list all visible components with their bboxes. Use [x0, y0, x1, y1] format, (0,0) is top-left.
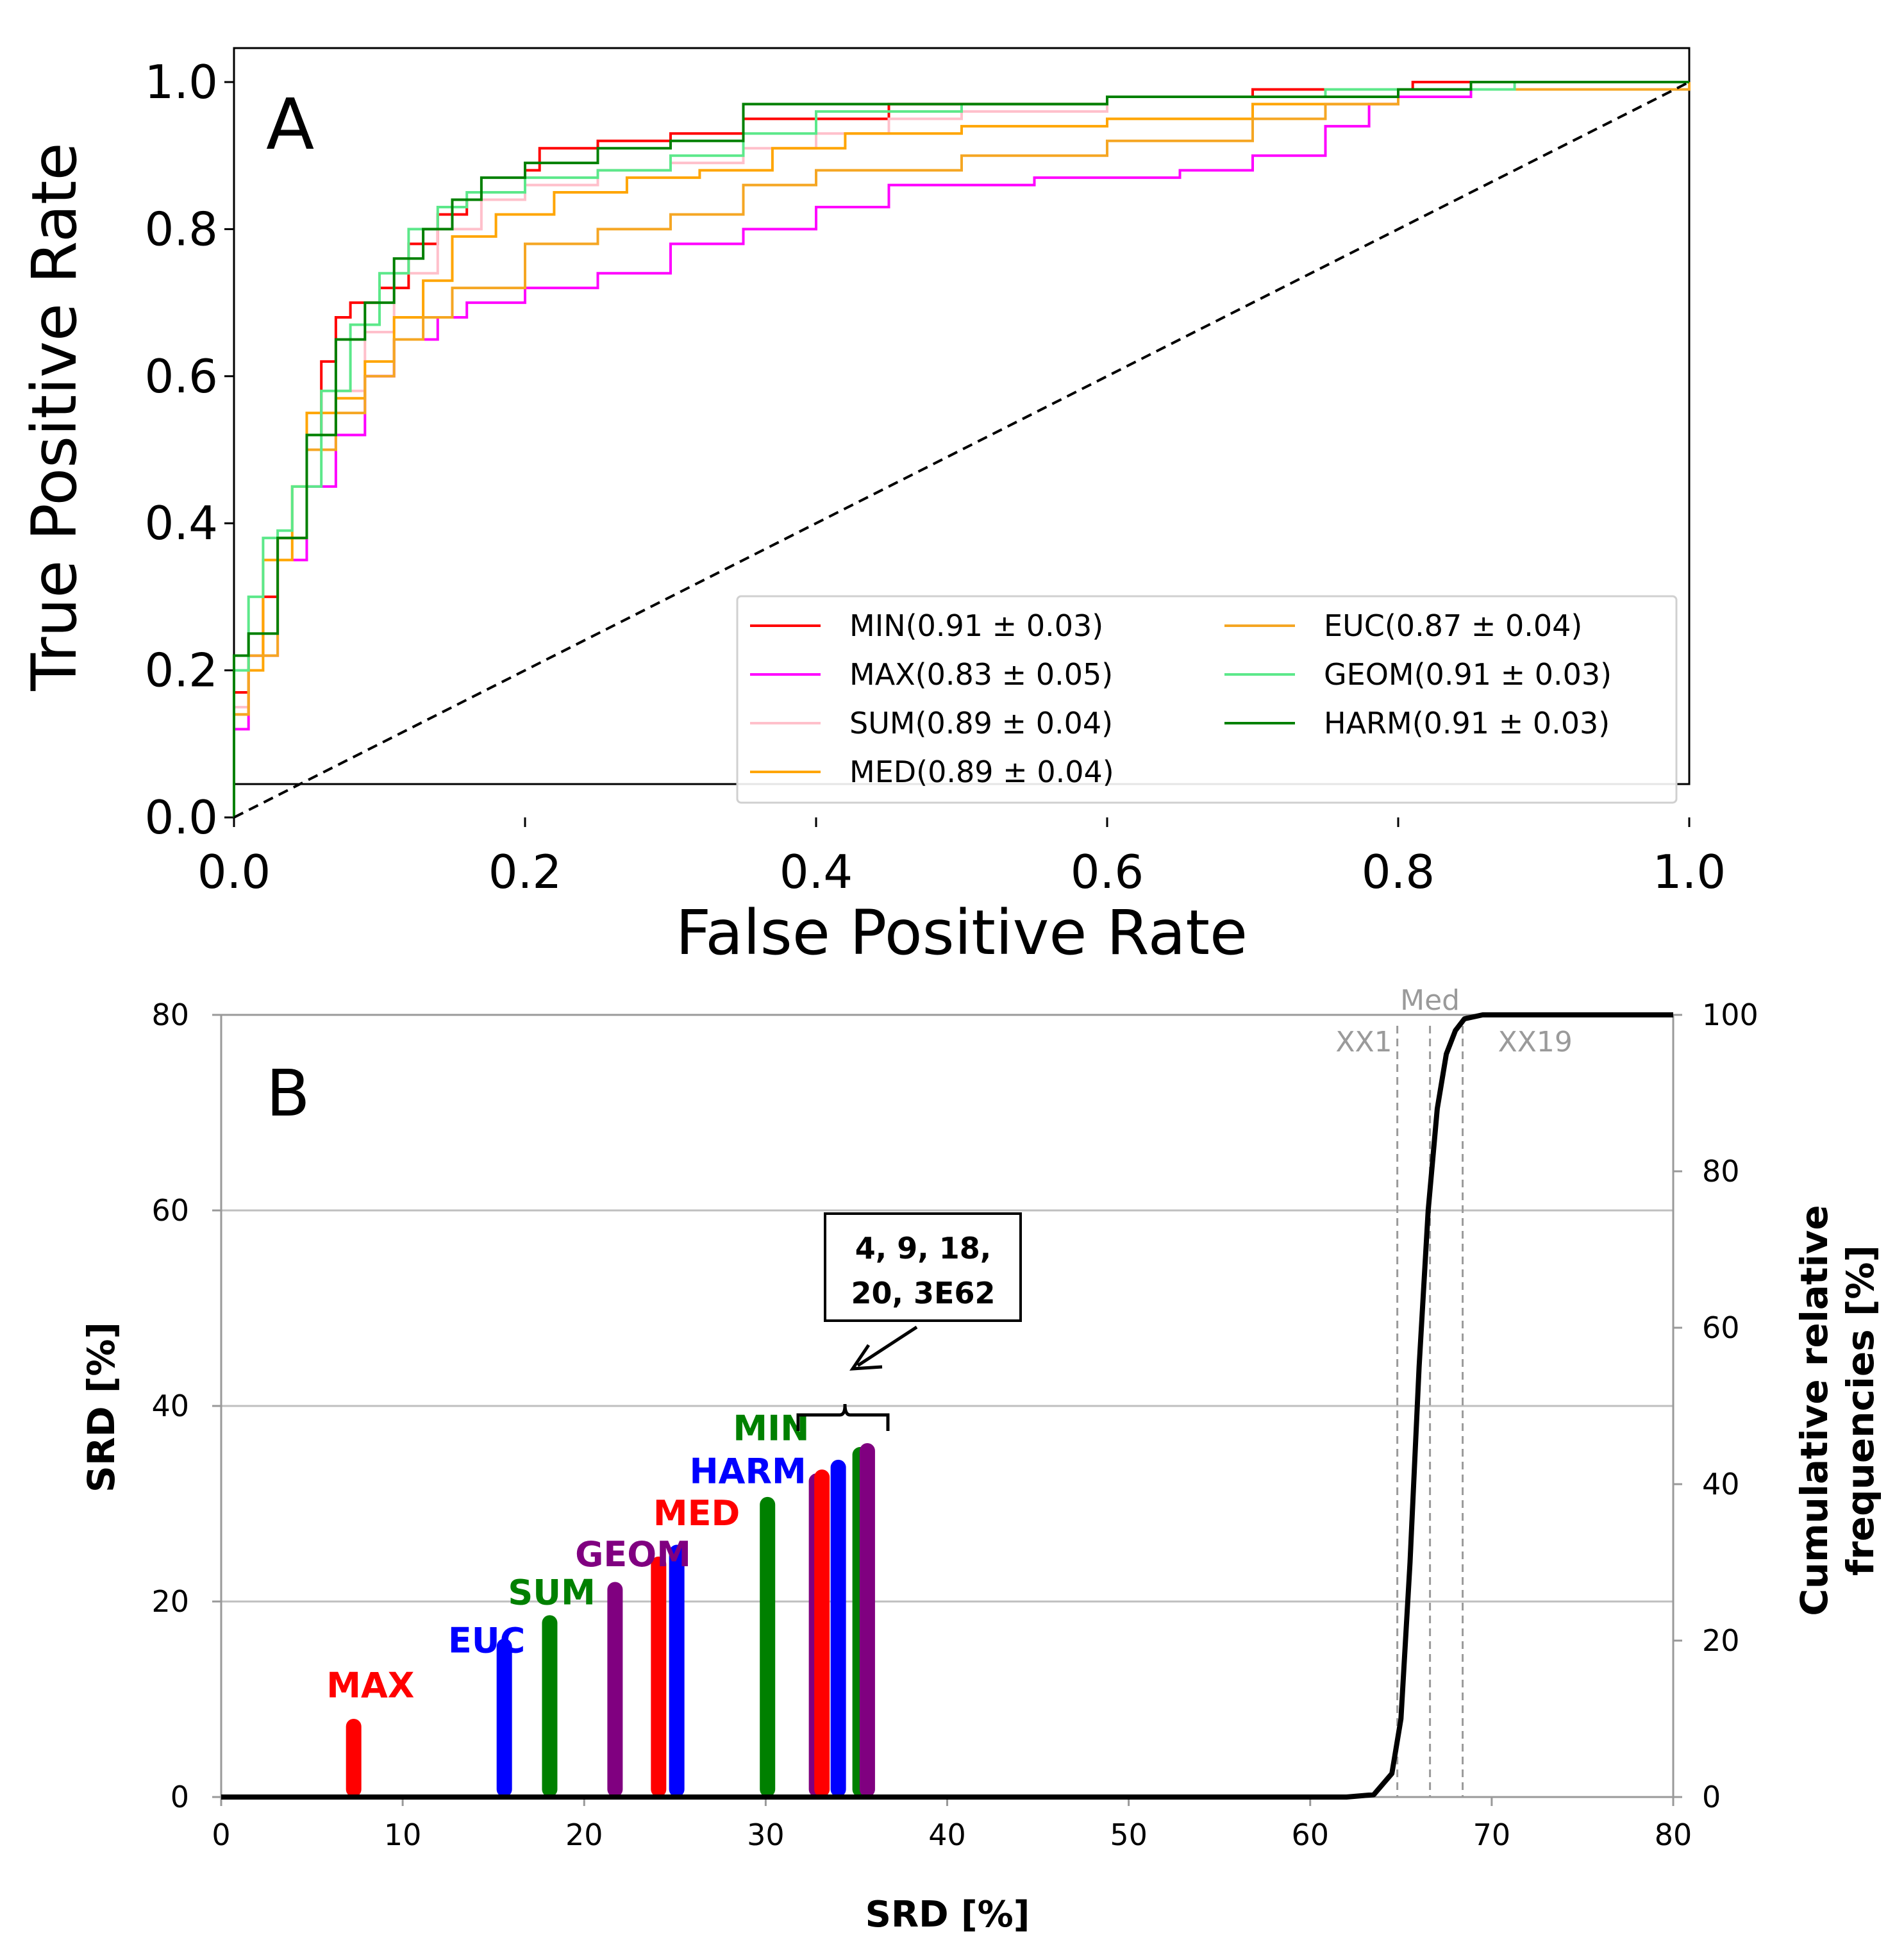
roc-x-axis-label: False Positive Rate [676, 897, 1248, 969]
srd-bar [669, 1544, 685, 1797]
callout: 4, 9, 18, 20, 3E62 [796, 1212, 1022, 1431]
srd-bar [859, 1442, 875, 1797]
srd-y-tick-label-left: 60 [151, 1193, 189, 1228]
srd-bar [830, 1459, 846, 1797]
roc-x-tick-label: 0.0 [197, 845, 271, 899]
srd-y-tick-label-right: 20 [1702, 1623, 1740, 1658]
panel-a-letter: A [266, 83, 314, 165]
srd-x-tick-label: 10 [384, 1818, 422, 1852]
roc-curves [233, 81, 1691, 819]
srd-y-tick-label-right: 100 [1702, 998, 1758, 1032]
legend-entry-med: MED(0.89 ± 0.04) [849, 755, 1114, 789]
group-brace [796, 1403, 890, 1431]
srd-bar [814, 1469, 830, 1797]
srd-bar [496, 1638, 512, 1797]
roc-x-tick-label: 1.0 [1653, 845, 1726, 899]
roc-ticks: 0.00.0 0.2 0.2 0.4 0.4 0.6 0.6 0.8 0.8 1.0 1.0 [144, 55, 1726, 899]
srd-reference-label: Med [1400, 984, 1460, 1017]
srd-x-tick-label: 20 [565, 1818, 603, 1852]
srd-bar [651, 1556, 667, 1797]
srd-y-tick-label-right: 60 [1702, 1310, 1740, 1345]
srd-bar [760, 1496, 776, 1797]
srd-y-axis-label-left: SRD [%] [79, 1322, 123, 1493]
roc-y-tick-label: 0.0 [144, 790, 218, 844]
srd-x-tick-label: 60 [1291, 1818, 1329, 1852]
srd-bar-label-sum: SUM [508, 1573, 595, 1613]
legend-entry-min: MIN(0.91 ± 0.03) [849, 608, 1103, 643]
roc-chart: 0.00.0 0.2 0.2 0.4 0.4 0.6 0.6 0.8 0.8 1.0 1.0 A F… [19, 47, 1726, 969]
legend-box [736, 595, 1678, 804]
srd-gridlines [221, 1209, 1673, 1603]
roc-x-tick-label: 0.4 [780, 845, 853, 899]
srd-y-tick-label-right: 80 [1702, 1154, 1740, 1189]
srd-y-axis-label-right-1: Cumulative relative [1792, 1205, 1836, 1616]
srd-y-tick-label-right: 0 [1702, 1780, 1721, 1814]
callout-box [824, 1212, 1022, 1322]
srd-bar [607, 1582, 623, 1797]
legend-entry-sum: SUM(0.89 ± 0.04) [849, 706, 1113, 740]
roc-curve-harm [233, 81, 1689, 817]
srd-x-tick-label: 30 [747, 1818, 785, 1852]
srd-x-tick-label: 0 [212, 1818, 230, 1852]
srd-reference-label: XX1 [1335, 1026, 1392, 1058]
roc-y-tick-label: 0.8 [144, 202, 218, 256]
srd-reference-label: XX19 [1498, 1026, 1573, 1058]
srd-y-tick-label-left: 40 [151, 1389, 189, 1423]
srd-cumulative-curve [221, 1012, 1673, 1800]
panel-b-letter: B [266, 1056, 310, 1131]
srd-x-axis-label: SRD [%] [865, 1894, 1030, 1936]
callout-line-2: 20, 3E62 [851, 1276, 996, 1310]
srd-bar-label-max: MAX [326, 1665, 414, 1705]
srd-bar [542, 1615, 558, 1797]
legend-entry-euc: EUC(0.87 ± 0.04) [1324, 608, 1582, 643]
roc-y-axis-label: True Positive Rate [19, 142, 90, 691]
roc-x-tick-label: 0.8 [1362, 845, 1435, 899]
roc-chance-line [233, 81, 1690, 819]
legend-entry-harm: HARM(0.91 ± 0.03) [1324, 706, 1610, 740]
roc-y-tick-label: 0.2 [144, 644, 218, 698]
roc-x-tick-label: 0.6 [1071, 845, 1144, 899]
callout-arrow [856, 1325, 918, 1367]
srd-cumulative-line [221, 1012, 1673, 1800]
callout-arrow-head [849, 1344, 883, 1371]
srd-chart: 0 10 20 30 40 50 60 70 80 0 20 40 60 80 0 20 40 60 80 100 M… [79, 984, 1882, 1936]
legend-entry-geom: GEOM(0.91 ± 0.03) [1324, 657, 1612, 692]
srd-bar [346, 1719, 362, 1797]
legend-entry-max: MAX(0.83 ± 0.05) [849, 657, 1113, 692]
srd-bar-label-harm: HARM [689, 1451, 806, 1491]
srd-bar-label-med: MED [653, 1493, 740, 1534]
roc-legend: MIN(0.91 ± 0.03) MAX(0.83 ± 0.05) SUM(0.… [736, 595, 1678, 804]
srd-y-tick-label-left: 80 [151, 998, 189, 1032]
srd-x-tick-label: 70 [1473, 1818, 1511, 1852]
roc-x-tick-label: 0.2 [489, 845, 562, 899]
srd-x-tick-label: 40 [928, 1818, 966, 1852]
srd-y-tick-label-left: 20 [151, 1584, 189, 1619]
srd-y-tick-label-right: 40 [1702, 1467, 1740, 1501]
srd-bar-label-geom: GEOM [575, 1534, 691, 1575]
srd-x-tick-label: 80 [1655, 1818, 1692, 1852]
srd-x-tick-label: 50 [1110, 1818, 1148, 1852]
srd-ticks: 0 10 20 30 40 50 60 70 80 0 20 40 60 80 0 20 40 60 80 100 [151, 998, 1758, 1852]
roc-y-tick-label: 0.6 [144, 349, 218, 403]
srd-y-axis-label-right-2: frequencies [%] [1839, 1245, 1882, 1576]
roc-y-tick-label: 0.4 [144, 496, 218, 550]
callout-line-1: 4, 9, 18, [855, 1231, 991, 1266]
srd-bar-label-euc: EUC [448, 1620, 525, 1660]
roc-y-tick-label: 1.0 [144, 55, 218, 109]
srd-y-tick-label-left: 0 [171, 1780, 189, 1814]
